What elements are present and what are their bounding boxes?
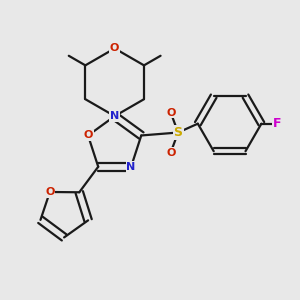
Text: S: S (174, 126, 183, 139)
Text: O: O (166, 107, 175, 118)
Text: N: N (127, 162, 136, 172)
Text: N: N (110, 111, 119, 121)
Text: F: F (273, 117, 282, 130)
Text: O: O (110, 44, 119, 53)
Text: O: O (45, 187, 55, 197)
Text: O: O (83, 130, 93, 140)
Text: O: O (166, 148, 175, 158)
